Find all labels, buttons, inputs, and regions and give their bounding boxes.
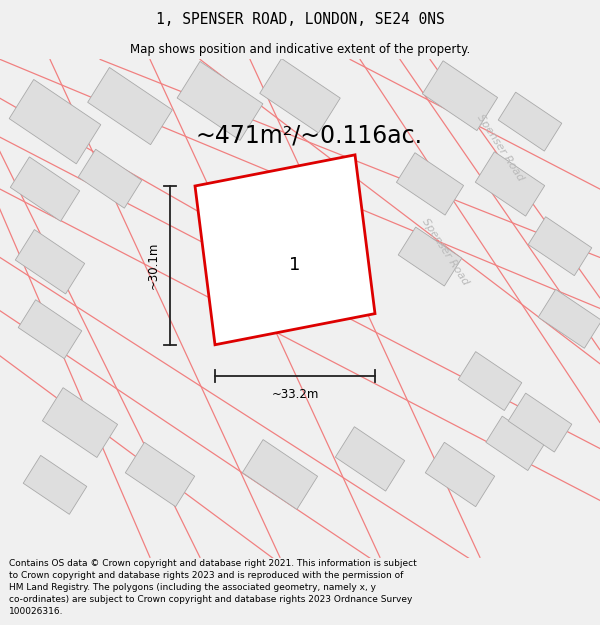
- Polygon shape: [10, 157, 80, 221]
- Polygon shape: [18, 300, 82, 359]
- Polygon shape: [78, 149, 142, 208]
- Polygon shape: [486, 416, 544, 471]
- Polygon shape: [458, 352, 522, 411]
- Polygon shape: [23, 456, 87, 514]
- Polygon shape: [16, 229, 85, 294]
- Polygon shape: [475, 152, 545, 216]
- Text: 1, SPENSER ROAD, LONDON, SE24 0NS: 1, SPENSER ROAD, LONDON, SE24 0NS: [155, 12, 445, 27]
- Polygon shape: [9, 79, 101, 164]
- Polygon shape: [177, 61, 263, 141]
- Polygon shape: [43, 388, 118, 458]
- Text: 1: 1: [289, 256, 301, 274]
- Text: Map shows position and indicative extent of the property.: Map shows position and indicative extent…: [130, 42, 470, 56]
- Polygon shape: [398, 227, 462, 286]
- Polygon shape: [508, 393, 572, 452]
- Polygon shape: [260, 59, 340, 133]
- Polygon shape: [528, 217, 592, 276]
- Polygon shape: [88, 68, 172, 144]
- Polygon shape: [538, 289, 600, 348]
- Text: Spenser Road: Spenser Road: [475, 112, 525, 182]
- Text: Spenser Road: Spenser Road: [420, 216, 470, 286]
- Text: Contains OS data © Crown copyright and database right 2021. This information is : Contains OS data © Crown copyright and d…: [9, 559, 417, 616]
- Polygon shape: [242, 439, 317, 509]
- Polygon shape: [397, 152, 464, 215]
- Polygon shape: [422, 61, 497, 131]
- Polygon shape: [498, 92, 562, 151]
- Polygon shape: [195, 155, 375, 345]
- Polygon shape: [425, 442, 494, 507]
- Text: ~33.2m: ~33.2m: [271, 388, 319, 401]
- Text: ~30.1m: ~30.1m: [147, 242, 160, 289]
- Polygon shape: [125, 442, 194, 507]
- Text: ~471m²/~0.116ac.: ~471m²/~0.116ac.: [195, 124, 422, 148]
- Polygon shape: [335, 427, 404, 491]
